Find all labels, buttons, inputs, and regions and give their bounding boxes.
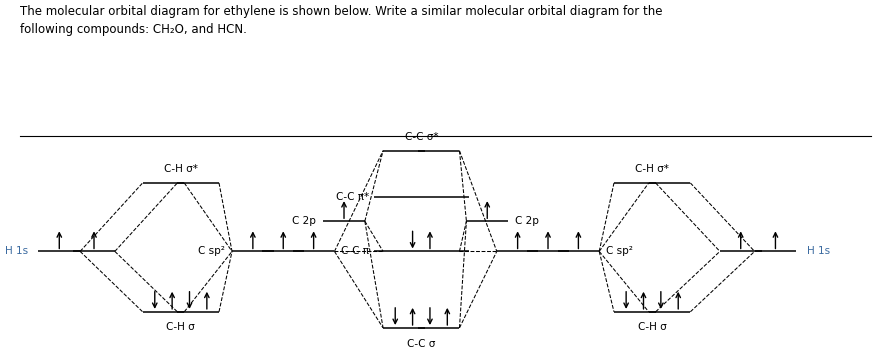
- Text: C 2p: C 2p: [292, 216, 316, 226]
- Text: C-C π*: C-C π*: [336, 192, 369, 202]
- Text: H 1s: H 1s: [807, 246, 830, 256]
- Text: C 2p: C 2p: [515, 216, 539, 226]
- Text: C-C σ*: C-C σ*: [404, 132, 438, 142]
- Text: C-C σ: C-C σ: [407, 339, 435, 349]
- Text: C-H σ*: C-H σ*: [164, 164, 197, 174]
- Text: C-H σ*: C-H σ*: [635, 164, 669, 174]
- Text: The molecular orbital diagram for ethylene is shown below. Write a similar molec: The molecular orbital diagram for ethyle…: [20, 5, 663, 36]
- Text: C sp²: C sp²: [606, 246, 633, 256]
- Text: C-H σ: C-H σ: [638, 323, 667, 333]
- Text: C-C π: C-C π: [341, 246, 369, 256]
- Text: C-H σ: C-H σ: [167, 323, 196, 333]
- Text: C sp²: C sp²: [198, 246, 225, 256]
- Text: H 1s: H 1s: [5, 246, 28, 256]
